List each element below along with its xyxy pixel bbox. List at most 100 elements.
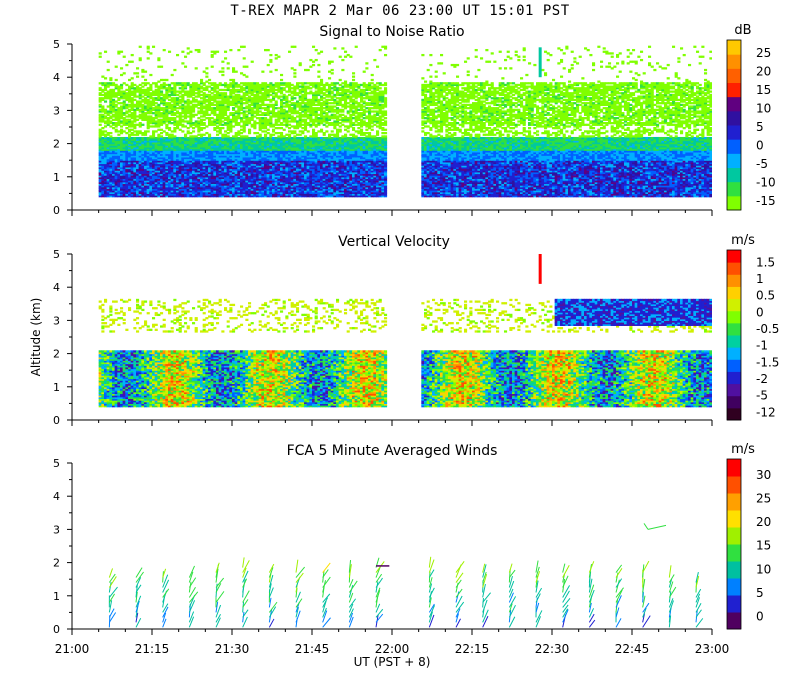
snr-cell (312, 60, 316, 63)
snr-cell (138, 155, 142, 158)
snr-cell (285, 90, 289, 93)
snr-cell (205, 153, 209, 156)
snr-cell (192, 173, 196, 176)
snr-cell (237, 186, 241, 190)
snr-cell (234, 158, 238, 161)
snr-cell (109, 190, 113, 193)
snr-cell (208, 150, 212, 153)
snr-cell (130, 87, 134, 90)
snr-cell (104, 93, 108, 97)
snr-cell (186, 175, 190, 178)
snr-cell (133, 183, 137, 186)
snr-cell (125, 173, 129, 176)
snr-cell (194, 170, 198, 173)
snr-cell (130, 181, 134, 185)
snr-cell (234, 115, 238, 118)
snr-cell (208, 120, 212, 123)
snr-cell (221, 161, 225, 165)
snr-cell (141, 143, 145, 146)
snr-cell (160, 108, 164, 111)
snr-cell (208, 165, 212, 168)
snr-cell (176, 180, 180, 183)
snr-cell (109, 90, 113, 93)
snr-cell (192, 135, 196, 138)
snr-cell (264, 103, 268, 107)
snr-cell (122, 102, 126, 105)
snr-cell (237, 195, 241, 198)
snr-cell (181, 62, 185, 65)
snr-cell (152, 170, 156, 173)
snr-cell (290, 90, 294, 93)
snr-cell (200, 105, 204, 108)
snr-cell (192, 161, 196, 165)
snr-cell (202, 158, 206, 161)
snr-cell (168, 148, 172, 151)
snr-cell (192, 183, 196, 186)
snr-cell (226, 141, 230, 145)
snr-cell (176, 190, 180, 193)
snr-cell (149, 93, 153, 97)
snr-cell (269, 103, 273, 107)
snr-cell (168, 183, 172, 186)
snr-cell (146, 181, 150, 185)
snr-cell (114, 122, 118, 125)
snr-cell (128, 98, 132, 102)
snr-cell (168, 50, 172, 53)
snr-cell (138, 153, 142, 156)
snr-cell (120, 107, 124, 110)
snr-cell (186, 176, 190, 180)
snr-cell (160, 191, 164, 194)
snr-cell (120, 146, 124, 150)
snr-cell (173, 163, 177, 166)
snr-cell (216, 100, 220, 103)
snr-cell (184, 171, 188, 175)
snr-cell (98, 117, 102, 120)
snr-cell (229, 180, 233, 183)
snr-cell (165, 110, 169, 113)
snr-cell (189, 141, 193, 145)
snr-cell (157, 138, 161, 141)
snr-cell (149, 138, 153, 141)
snr-cell (101, 88, 105, 92)
snr-cell (269, 115, 273, 118)
snr-cell (194, 156, 198, 160)
snr-cell (314, 123, 318, 126)
snr-cell (186, 180, 190, 183)
snr-cell (109, 136, 113, 140)
snr-cell (208, 95, 212, 98)
snr-cell (229, 140, 233, 143)
snr-cell (149, 52, 153, 55)
snr-cell (186, 178, 190, 181)
snr-cell (298, 133, 302, 136)
snr-cell (189, 115, 193, 118)
snr-cell (104, 130, 108, 133)
snr-cell (149, 125, 153, 128)
snr-cell (210, 92, 214, 95)
snr-cell (181, 141, 185, 145)
snr-cell (141, 82, 145, 85)
snr-cell (274, 131, 278, 135)
snr-cell (240, 135, 244, 138)
snr-cell (181, 118, 185, 121)
snr-cell (138, 58, 142, 62)
snr-cell (141, 163, 145, 166)
snr-cell (98, 143, 102, 146)
snr-cell (157, 103, 161, 107)
snr-cell (160, 148, 164, 151)
snr-cell (229, 92, 233, 95)
snr-cell (293, 68, 297, 72)
snr-cell (106, 148, 110, 151)
snr-cell (98, 188, 102, 191)
snr-cell (104, 135, 108, 138)
snr-cell (170, 82, 174, 85)
snr-cell (194, 163, 198, 166)
snr-cell (200, 145, 204, 148)
snr-cell (157, 191, 161, 194)
snr-cell (224, 140, 228, 143)
snr-cell (125, 183, 129, 186)
snr-cell (170, 103, 174, 107)
snr-cell (125, 185, 129, 188)
snr-cell (197, 128, 201, 131)
snr-cell (178, 107, 182, 110)
snr-cell (293, 135, 297, 138)
